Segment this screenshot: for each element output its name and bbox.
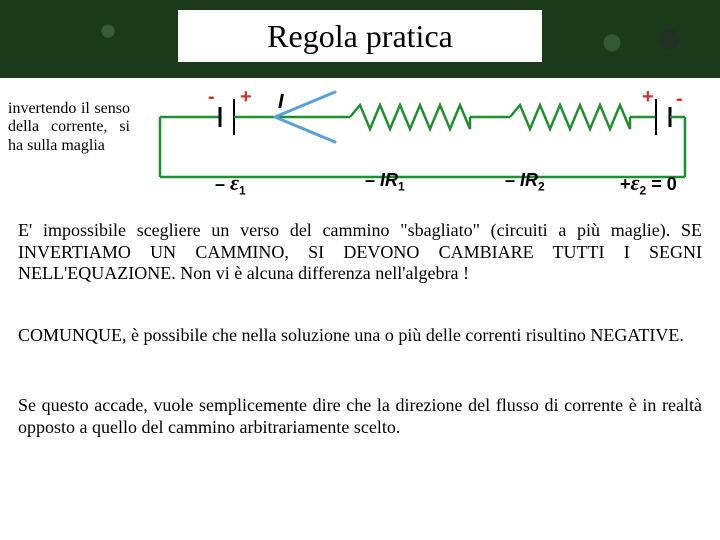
svg-text:-: - bbox=[676, 88, 683, 110]
eq-term-ir1: – IR1 bbox=[365, 170, 405, 194]
eq-term-ir2: – IR2 bbox=[505, 170, 545, 194]
page-title: Regola pratica bbox=[267, 18, 453, 55]
title-box: Regola pratica bbox=[178, 10, 542, 62]
side-caption: invertendo il senso della corrente, si h… bbox=[8, 100, 130, 155]
svg-text:I: I bbox=[278, 91, 284, 113]
svg-text:+: + bbox=[240, 86, 252, 108]
paragraph-3: Se questo accade, vuole semplicemente di… bbox=[18, 395, 702, 442]
eq-term-eps2: +ε2 = 0 bbox=[620, 170, 677, 198]
svg-text:-: - bbox=[208, 86, 215, 108]
eq-term-eps1: – ε1 bbox=[215, 170, 246, 198]
svg-text:+: + bbox=[642, 86, 654, 108]
paragraph-1: E' impossibile scegliere un verso del ca… bbox=[18, 220, 702, 289]
paragraph-2: COMUNQUE, è possibile che nella soluzion… bbox=[18, 325, 702, 351]
equation-row: – ε1 – IR1 – IR2 +ε2 = 0 bbox=[140, 170, 700, 200]
